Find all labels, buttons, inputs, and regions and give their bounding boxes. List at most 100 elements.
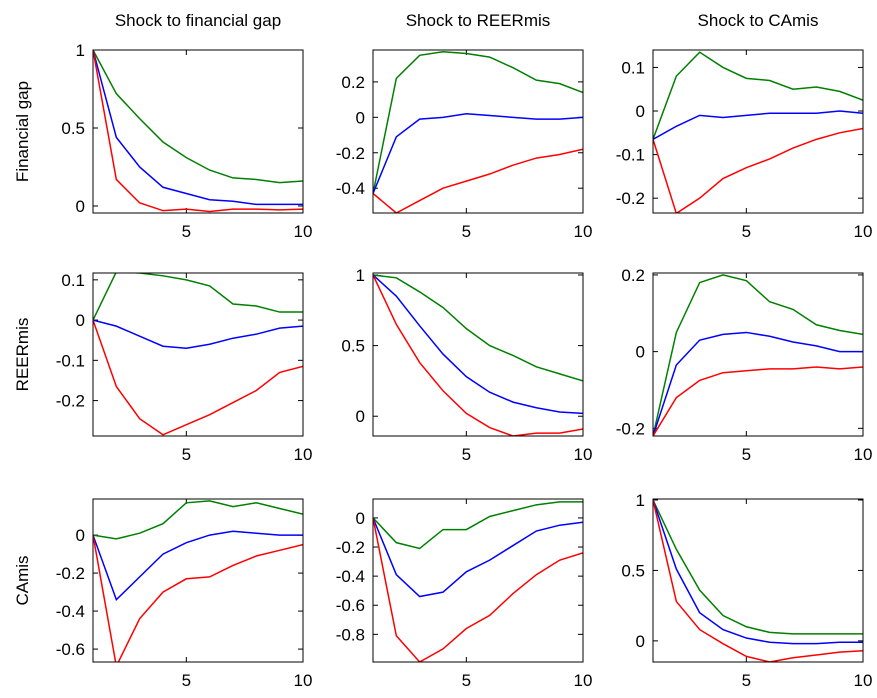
- series-line: [373, 148, 583, 213]
- x-tick-label: 10: [854, 671, 873, 690]
- x-tick-label: 10: [574, 445, 593, 464]
- y-tick-label: 1: [76, 41, 85, 60]
- y-axis-label: CAmis: [13, 555, 32, 605]
- panel: REERmis -0.2 -0.1 0 0.1 5 10: [13, 271, 312, 464]
- y-tick-label: -0.8: [336, 625, 365, 644]
- x-tick-label: 10: [854, 222, 873, 241]
- x-tick-label: 5: [462, 445, 471, 464]
- x-tick-label: 5: [182, 445, 191, 464]
- axes-box: [372, 49, 584, 214]
- series-line: [653, 499, 863, 635]
- panel: CAmis -0.6 -0.4 -0.2 0 5 10: [13, 498, 313, 690]
- series-line: [373, 274, 583, 382]
- lines: [93, 500, 303, 662]
- lines: [93, 273, 303, 436]
- y-tick-label: 0.2: [621, 266, 645, 285]
- x-tick-label: 5: [462, 671, 471, 690]
- y-tick-label: -0.4: [56, 602, 85, 621]
- y-tick-label: 0.1: [61, 271, 85, 290]
- series-line: [373, 113, 583, 194]
- series-line: [373, 274, 583, 436]
- series-line: [653, 110, 863, 140]
- x-tick-label: 5: [742, 222, 751, 241]
- panel: -0.8 -0.6 -0.4 -0.2 0 5 10: [336, 498, 593, 690]
- y-tick-label: 0.5: [61, 119, 85, 138]
- y-tick-label: -0.2: [336, 538, 365, 557]
- series-line: [373, 51, 583, 194]
- series-line: [93, 534, 303, 662]
- series-line: [653, 127, 863, 213]
- axes-box: [92, 498, 304, 663]
- panel: 0 0.5 1 5 10: [341, 266, 592, 464]
- panel: -0.2 0 0.2 5 10: [616, 266, 873, 464]
- y-tick-label: 0.5: [621, 561, 645, 580]
- series-line: [653, 51, 863, 140]
- series-line: [653, 331, 863, 436]
- lines: [653, 51, 863, 213]
- y-tick-label: 1: [636, 491, 645, 510]
- panel-title: Shock to financial gap: [115, 11, 281, 30]
- y-tick-label: 0: [356, 509, 365, 528]
- x-tick-label: 10: [294, 445, 313, 464]
- series-line: [373, 274, 583, 415]
- series-line: [93, 319, 303, 350]
- axes-box: [372, 272, 584, 437]
- lines: [373, 274, 583, 436]
- x-tick-label: 5: [462, 222, 471, 241]
- y-tick-label: 0.5: [341, 337, 365, 356]
- x-tick-label: 5: [182, 671, 191, 690]
- panel-title: Shock to CAmis: [698, 11, 819, 30]
- y-tick-label: 0: [76, 526, 85, 545]
- y-tick-label: 0: [76, 197, 85, 216]
- panel: 0 0.5 1 5 10: [621, 491, 872, 690]
- lines: [373, 501, 583, 662]
- lines: [93, 50, 303, 213]
- y-tick-label: -0.2: [56, 564, 85, 583]
- y-tick-label: -0.4: [336, 567, 365, 586]
- series-line: [93, 50, 303, 206]
- x-tick-label: 10: [294, 671, 313, 690]
- y-tick-label: 0: [636, 632, 645, 651]
- axes-box: [92, 49, 304, 214]
- series-line: [93, 530, 303, 602]
- axes-box: [652, 498, 864, 663]
- x-tick-label: 10: [574, 671, 593, 690]
- y-tick-label: 0: [76, 311, 85, 330]
- y-tick-label: -0.4: [336, 179, 365, 198]
- x-tick-label: 5: [742, 445, 751, 464]
- series-line: [373, 517, 583, 662]
- y-tick-label: 0: [636, 102, 645, 121]
- series-line: [93, 50, 303, 213]
- y-tick-label: 0: [636, 343, 645, 362]
- x-tick-label: 5: [742, 671, 751, 690]
- y-tick-label: 0.1: [621, 58, 645, 77]
- axes-box: [652, 49, 864, 214]
- panel: Shock to REERmis -0.4 -0.2 0 0.2 5 10: [336, 11, 593, 241]
- y-axis-label: Financial gap: [13, 81, 32, 182]
- lines: [653, 274, 863, 436]
- y-tick-label: 0.2: [341, 73, 365, 92]
- axes-box: [372, 498, 584, 663]
- panel: Shock to CAmis -0.2 -0.1 0 0.1 5 10: [616, 11, 873, 241]
- y-tick-label: -0.6: [56, 640, 85, 659]
- y-tick-label: 0: [356, 407, 365, 426]
- series-line: [373, 517, 583, 598]
- y-tick-label: -0.6: [336, 596, 365, 615]
- series-line: [373, 501, 583, 550]
- y-axis-label: REERmis: [13, 318, 32, 392]
- series-line: [93, 273, 303, 321]
- series-line: [653, 499, 863, 645]
- y-tick-label: -0.2: [336, 144, 365, 163]
- series-line: [93, 50, 303, 184]
- lines: [373, 51, 583, 213]
- panel-title: Shock to REERmis: [406, 11, 551, 30]
- y-tick-label: -0.1: [616, 146, 645, 165]
- series-line: [653, 499, 863, 662]
- axes-box: [652, 272, 864, 437]
- series-line: [93, 319, 303, 436]
- x-tick-label: 10: [854, 445, 873, 464]
- axes-box: [92, 272, 304, 437]
- panel: Shock to financial gap Financial gap 0 0.5 1…: [13, 11, 312, 241]
